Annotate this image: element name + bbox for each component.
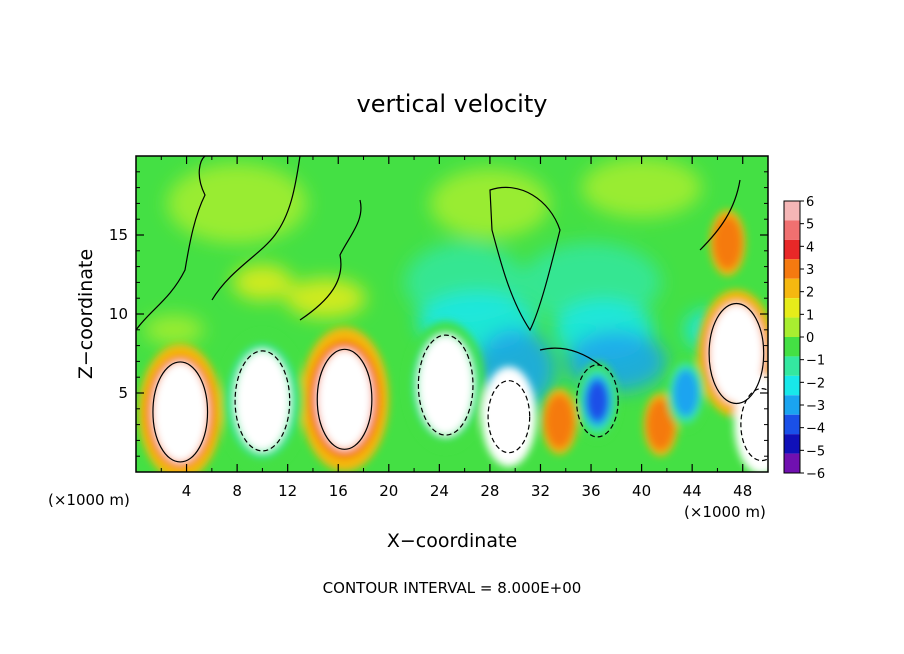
- colorbar-tick-label: 0: [806, 331, 814, 346]
- colorbar-tick-label: −6: [806, 467, 825, 482]
- updraft-cell: [712, 215, 743, 270]
- colorbar-tick-label: 1: [806, 308, 814, 323]
- colorbar-swatch: [784, 239, 800, 260]
- plot-area: [136, 156, 768, 472]
- x-unit-label-left: (×1000 m): [48, 491, 130, 509]
- colorbar-swatch: [784, 259, 800, 279]
- y-axis: 5 10 15: [109, 171, 768, 457]
- zero-contour: [211, 156, 301, 301]
- colorbar-swatch: [784, 298, 800, 318]
- downdraft-cell-core: [235, 350, 290, 451]
- y-axis-label: Z−coordinate: [75, 249, 97, 379]
- field-cells: [138, 209, 768, 472]
- colorbar-tick-label: −5: [806, 444, 825, 459]
- velocity-field: [138, 157, 768, 472]
- contour-lines: [136, 156, 768, 463]
- y-tick-label: 15: [109, 226, 128, 244]
- colorbar-swatch: [784, 414, 800, 435]
- colorbar-swatch: [784, 278, 800, 299]
- field-blob: [143, 314, 204, 345]
- x-axis-label: X−coordinate: [387, 530, 517, 552]
- x-tick-label: 4: [182, 482, 192, 500]
- colorbar-tick-label: −2: [806, 376, 825, 391]
- chart-title: vertical velocity: [357, 90, 548, 118]
- field-blob: [167, 163, 308, 244]
- y-tick-label: 10: [109, 305, 128, 323]
- cell-contour: [487, 380, 531, 454]
- colorbar-tick-label: 3: [806, 263, 814, 278]
- field-blob: [581, 157, 702, 218]
- cell-contour: [316, 348, 373, 450]
- cell-contour: [417, 334, 474, 436]
- x-axis: 4 8 12 16 20 24 28 32 36 40 44 48: [160, 156, 752, 500]
- x-tick-label: 20: [379, 482, 398, 500]
- colorbar-swatch: [784, 220, 800, 240]
- colorbar-swatch: [784, 434, 800, 454]
- x-tick-label: 12: [278, 482, 297, 500]
- downdraft-cell: [672, 369, 699, 417]
- cell-contour: [234, 350, 291, 452]
- zero-contour: [699, 179, 741, 251]
- x-tick-label: 40: [632, 482, 651, 500]
- colorbar-swatch: [784, 453, 800, 473]
- colorbar-tick-label: 6: [806, 195, 814, 210]
- updraft-cell-core: [152, 361, 208, 462]
- colorbar-tick-label: 5: [806, 218, 814, 233]
- x-tick-label: 8: [232, 482, 242, 500]
- colorbar: 6 5 4 3 2 1 0 −1 −2 −3 −4 −5 −6: [783, 195, 825, 482]
- field-blob: [429, 168, 550, 239]
- cell-contour: [708, 302, 765, 405]
- field-blob: [521, 242, 662, 323]
- colorbar-swatch: [784, 395, 800, 415]
- cell-contour: [740, 388, 768, 462]
- contour-interval-note: CONTOUR INTERVAL = 8.000E+00: [323, 579, 582, 597]
- field-blob: [232, 264, 293, 301]
- colorbar-tick-label: −1: [806, 354, 825, 369]
- colorbar-swatch: [784, 201, 800, 221]
- x-tick-label: 16: [329, 482, 348, 500]
- colorbar-tick-label: −3: [806, 399, 825, 414]
- colorbar-tick-label: 4: [806, 240, 814, 255]
- x-tick-label: 24: [430, 482, 449, 500]
- x-tick-label: 28: [480, 482, 499, 500]
- cell-contour: [575, 364, 619, 438]
- updraft-cell-core: [317, 349, 372, 450]
- colorbar-tick-label: 2: [806, 286, 814, 301]
- x-tick-label: 44: [683, 482, 702, 500]
- zero-contour: [299, 199, 362, 321]
- updraft-cell: [544, 394, 575, 449]
- updraft-cell-core: [709, 303, 764, 404]
- y-tick-label: 5: [118, 384, 128, 402]
- zero-contour: [539, 347, 601, 366]
- zero-contour: [136, 156, 206, 331]
- zero-contour: [489, 186, 561, 332]
- downdraft-cell-core: [481, 366, 537, 467]
- colorbar-tick-label: −4: [806, 422, 825, 437]
- updraft-cell: [646, 398, 675, 451]
- colorbar-swatch: [784, 356, 800, 376]
- x-tick-label: 32: [531, 482, 550, 500]
- x-tick-label: 36: [581, 482, 600, 500]
- colorbar-swatch: [784, 337, 800, 357]
- x-unit-label-right: (×1000 m): [684, 503, 766, 521]
- cell-contour: [152, 361, 209, 463]
- colorbar-swatch: [784, 317, 800, 337]
- downdraft-cell: [586, 380, 609, 422]
- downdraft-cell-core: [734, 374, 768, 472]
- x-tick-label: 48: [733, 482, 752, 500]
- downdraft-cell-core: [418, 335, 473, 436]
- colorbar-swatch: [784, 375, 800, 396]
